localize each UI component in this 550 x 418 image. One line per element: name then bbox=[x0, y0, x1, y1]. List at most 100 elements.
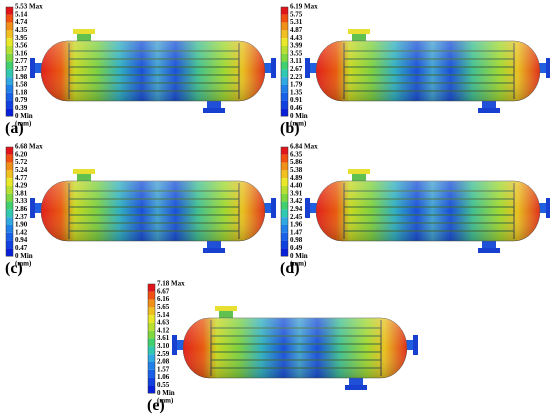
colorbar-band bbox=[6, 147, 13, 155]
legend-label: 0 Min bbox=[157, 389, 175, 397]
legend-label: 0.39 bbox=[15, 104, 28, 112]
colorbar-band bbox=[281, 225, 288, 233]
legend-label: 2.37 bbox=[15, 65, 28, 73]
colorbar-band bbox=[281, 147, 288, 155]
unit: (mm) bbox=[15, 120, 32, 128]
side-flange bbox=[172, 335, 177, 355]
legend-label: 5.53 Max bbox=[15, 3, 43, 11]
colorbar-band bbox=[6, 186, 13, 194]
nozzle-flange bbox=[348, 29, 370, 34]
legend-label: 1.42 bbox=[15, 228, 28, 236]
colorbar-band bbox=[148, 299, 155, 308]
legend-label: 2.77 bbox=[15, 57, 28, 65]
colorbar-band bbox=[6, 38, 13, 46]
legend-label: 1.58 bbox=[15, 81, 28, 89]
legend-label: 2.45 bbox=[290, 213, 303, 221]
colorbar-band bbox=[281, 248, 288, 257]
colorbar-band bbox=[6, 30, 13, 39]
legend-label: 5.24 bbox=[15, 166, 28, 174]
legend-label: 0 Min bbox=[290, 112, 308, 120]
legend-label: 6.20 bbox=[15, 150, 28, 158]
colorbar-band bbox=[6, 92, 13, 101]
colorbar-band bbox=[148, 385, 155, 394]
legend-label: 3.55 bbox=[290, 49, 303, 57]
shell-shade bbox=[41, 181, 265, 241]
legend-label: 3.42 bbox=[290, 197, 303, 205]
colorbar-band bbox=[281, 240, 288, 249]
colorbar-band bbox=[6, 240, 13, 249]
unit: (mm) bbox=[290, 260, 307, 268]
legend-label: 5.86 bbox=[290, 158, 303, 166]
legend-label: 1.90 bbox=[15, 221, 28, 229]
vessel bbox=[305, 29, 550, 113]
legend-label: 5.38 bbox=[290, 166, 303, 174]
side-flange bbox=[305, 198, 310, 218]
legend-label: 1.47 bbox=[290, 228, 303, 236]
colorbar-band bbox=[148, 377, 155, 386]
legend-label: 3.16 bbox=[15, 49, 28, 57]
colorbar-band bbox=[281, 46, 288, 54]
colorbar-band bbox=[281, 193, 288, 202]
legend-label: 1.18 bbox=[15, 88, 28, 96]
colorbar-band bbox=[148, 307, 155, 316]
side-flange bbox=[30, 58, 35, 78]
vessel bbox=[30, 29, 276, 113]
side-nozzle bbox=[175, 340, 185, 350]
colorbar-band bbox=[281, 38, 288, 46]
colorbar-band bbox=[281, 100, 288, 109]
legend-label: 2.94 bbox=[290, 205, 303, 213]
colorbar-band bbox=[6, 201, 13, 210]
legend-label: 6.16 bbox=[157, 295, 170, 303]
legend-label: 4.63 bbox=[157, 319, 170, 327]
legend-label: 4.35 bbox=[15, 26, 28, 34]
colorbar-band bbox=[148, 338, 155, 347]
colorbar-band bbox=[281, 85, 288, 93]
nozzle-flange bbox=[73, 29, 95, 34]
side-flange bbox=[546, 58, 550, 78]
side-nozzle bbox=[308, 63, 318, 73]
colorbar-band bbox=[281, 53, 288, 62]
legend-label: 4.29 bbox=[15, 182, 28, 190]
legend-label: 4.40 bbox=[290, 182, 303, 190]
side-flange bbox=[413, 335, 418, 355]
legend-label: 6.68 Max bbox=[15, 143, 43, 151]
panel: 6.19 Max5.755.314.874.433.993.553.112.67… bbox=[280, 3, 550, 137]
legend-label: 0 Min bbox=[290, 252, 308, 260]
side-nozzle bbox=[263, 63, 273, 73]
legend-label: 0.46 bbox=[290, 104, 303, 112]
colorbar-band bbox=[6, 85, 13, 93]
colorbar-band bbox=[6, 108, 13, 117]
colorbar-band bbox=[148, 284, 155, 292]
legend-label: 0.94 bbox=[15, 236, 28, 244]
legend-label: 7.18 Max bbox=[157, 280, 185, 288]
colorbar-frame bbox=[280, 146, 289, 257]
legend-label: 3.10 bbox=[157, 342, 170, 350]
legend-label: 1.35 bbox=[290, 88, 303, 96]
colorbar-band bbox=[281, 170, 288, 179]
legend-label: 2.08 bbox=[157, 358, 170, 366]
legend-label: 4.43 bbox=[290, 34, 303, 42]
legend-label: 5.31 bbox=[290, 18, 303, 26]
colorbar-band bbox=[6, 53, 13, 62]
legend-label: 3.95 bbox=[15, 34, 28, 42]
colorbar-band bbox=[148, 330, 155, 339]
colorbar-band bbox=[148, 323, 155, 331]
shell-shade bbox=[41, 41, 265, 101]
legend-label: 3.61 bbox=[157, 334, 170, 342]
side-flange bbox=[546, 198, 550, 218]
panel-label: (a) bbox=[5, 120, 24, 137]
nozzle-flange bbox=[203, 248, 225, 253]
legend-label: 5.75 bbox=[290, 10, 303, 18]
colorbar-band bbox=[6, 178, 13, 186]
colorbar-band bbox=[148, 291, 155, 300]
legend-label: 2.86 bbox=[15, 205, 28, 213]
nozzle-flange bbox=[215, 306, 237, 311]
shell-shade bbox=[316, 181, 540, 241]
colorbar-band bbox=[148, 362, 155, 370]
panel: 6.68 Max6.205.725.244.774.293.813.332.86… bbox=[5, 143, 276, 277]
legend-label: 2.59 bbox=[157, 350, 170, 358]
colorbar-band bbox=[281, 162, 288, 171]
legend-label: 3.11 bbox=[290, 57, 302, 65]
legend-label: 0.98 bbox=[290, 236, 303, 244]
legend-label: 6.67 bbox=[157, 287, 170, 295]
